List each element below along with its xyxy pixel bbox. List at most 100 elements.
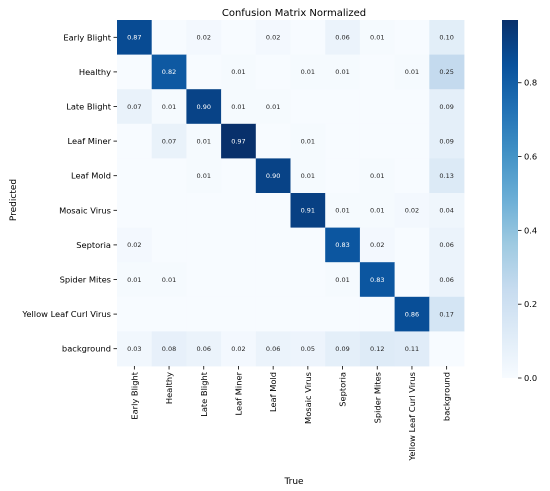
- y-tick-labels: Early Blight Healthy Late Blight Leaf Miner…: [21, 32, 117, 354]
- y-tick-label: Late Blight: [66, 102, 112, 112]
- colorbar-tick-label: 0.8: [524, 78, 537, 88]
- heatmap-cell: [394, 262, 430, 298]
- heatmap-cell: [429, 54, 465, 90]
- heatmap-cell: [117, 20, 153, 55]
- heatmap-cell: [255, 296, 291, 332]
- x-tick-label: Yellow Leaf Curl Virus: [407, 372, 417, 462]
- cell-value-label: 0.86: [405, 310, 419, 318]
- heatmap-cell: [290, 262, 326, 298]
- heatmap-cell: [394, 123, 430, 159]
- heatmap-cell: [117, 54, 153, 90]
- heatmap-cell: [255, 89, 291, 125]
- heatmap-cell: [290, 20, 326, 55]
- cell-value-label: 0.06: [197, 345, 211, 353]
- heatmap-cell: [429, 331, 465, 367]
- cell-value-label: 0.01: [335, 276, 349, 284]
- colorbar: 0.0 0.2 0.4 0.6 0.8: [502, 20, 537, 383]
- heatmap-cell: [359, 89, 395, 125]
- cell-value-label: 0.08: [162, 345, 176, 353]
- x-axis-label: True: [283, 477, 304, 487]
- cell-value-label: 0.02: [231, 345, 245, 353]
- x-tick-labels: Early Blight Healthy Late Blight Leaf Miner…: [129, 366, 452, 462]
- cell-value-label: 0.07: [162, 137, 176, 145]
- heatmap-cell: [429, 262, 465, 298]
- heatmap-cell: [394, 20, 430, 55]
- heatmap-cell: [325, 331, 361, 367]
- heatmap-cell: [151, 296, 187, 332]
- cell-value-label: 0.01: [370, 172, 384, 180]
- heatmap-cell: [290, 227, 326, 263]
- y-tick-label: background: [62, 344, 111, 354]
- cell-value-label: 0.02: [370, 241, 384, 249]
- heatmap-cell: [186, 54, 222, 90]
- heatmap-cell: [186, 227, 222, 263]
- cell-value-label: 0.83: [370, 276, 384, 284]
- cell-value-label: 0.01: [301, 68, 315, 76]
- heatmap-cell: [255, 193, 291, 228]
- heatmap-cell: [117, 123, 153, 159]
- cell-value-label: 0.11: [405, 345, 419, 353]
- heatmap-cell: [325, 20, 361, 55]
- y-axis-label: Predicted: [9, 179, 19, 221]
- cell-value-label: 0.04: [439, 207, 453, 215]
- heatmap-cell: [186, 262, 222, 298]
- heatmap-cell: [186, 89, 222, 125]
- heatmap-cell: [394, 158, 430, 194]
- heatmap-cell: [221, 123, 257, 159]
- cell-value-label: 0.01: [301, 172, 315, 180]
- heatmap-cell: [255, 123, 291, 159]
- heatmap-cell: [394, 227, 430, 263]
- colorbar-tick-label: 0.6: [524, 152, 537, 162]
- heatmap-cell: [255, 262, 291, 298]
- heatmap-cell: [255, 54, 291, 90]
- colorbar-tick-label: 0.0: [524, 373, 537, 383]
- heatmap-cell: [117, 193, 153, 228]
- heatmap-cell: [394, 296, 430, 332]
- cell-value-label: 0.01: [197, 137, 211, 145]
- heatmap-cell: [151, 227, 187, 263]
- y-tick-label: Healthy: [79, 67, 111, 77]
- heatmap-cell: [359, 296, 395, 332]
- heatmap-cell: [151, 89, 187, 125]
- heatmap-cell: [255, 227, 291, 263]
- heatmap-cell: [325, 89, 361, 125]
- heatmap-cell: [151, 123, 187, 159]
- heatmap-cell: [117, 262, 153, 298]
- heatmap-cell: [429, 158, 465, 194]
- cell-value-label: 0.03: [127, 345, 141, 353]
- cell-value-label: 0.01: [370, 207, 384, 215]
- heatmap-cell: [394, 331, 430, 367]
- cell-value-label: 0.90: [266, 172, 280, 180]
- colorbar-gradient: [502, 20, 518, 378]
- heatmap-cell: [221, 331, 257, 367]
- y-tick-label: Mosaic Virus: [59, 205, 111, 215]
- cell-value-label: 0.06: [335, 34, 349, 42]
- heatmap-cell: [325, 158, 361, 194]
- heatmap-cell: [429, 20, 465, 55]
- heatmap-cell: [359, 54, 395, 90]
- heatmap-cell: [221, 54, 257, 90]
- cell-value-label: 0.01: [405, 68, 419, 76]
- cell-value-label: 0.83: [335, 241, 349, 249]
- cell-value-label: 0.82: [162, 68, 176, 76]
- heatmap-cell: [221, 89, 257, 125]
- heatmap-cell: [359, 20, 395, 55]
- cell-value-label: 0.02: [266, 34, 280, 42]
- heatmap-cell: [290, 54, 326, 90]
- chart-title: Confusion Matrix Normalized: [222, 8, 366, 19]
- y-tick-label: Leaf Mold: [71, 171, 111, 181]
- cell-value-label: 0.25: [439, 68, 453, 76]
- heatmap-cell: [429, 89, 465, 125]
- cell-value-label: 0.02: [405, 207, 419, 215]
- cell-value-label: 0.87: [127, 34, 141, 42]
- heatmap-cell: [325, 296, 361, 332]
- heatmap-cell: [186, 296, 222, 332]
- y-tick-label: Leaf Miner: [68, 136, 112, 146]
- y-tick-label: Yellow Leaf Curl Virus: [21, 309, 111, 319]
- cell-value-labels: 0.87 0.02 0.02 0.06 0.01 0.10 0.82 0.01 0.01 0.01…: [127, 34, 454, 353]
- cell-value-label: 0.17: [439, 310, 453, 318]
- heatmap-cell: [186, 123, 222, 159]
- heatmap-cell: [117, 89, 153, 125]
- heatmap-cell: [290, 296, 326, 332]
- heatmap-cell: [325, 123, 361, 159]
